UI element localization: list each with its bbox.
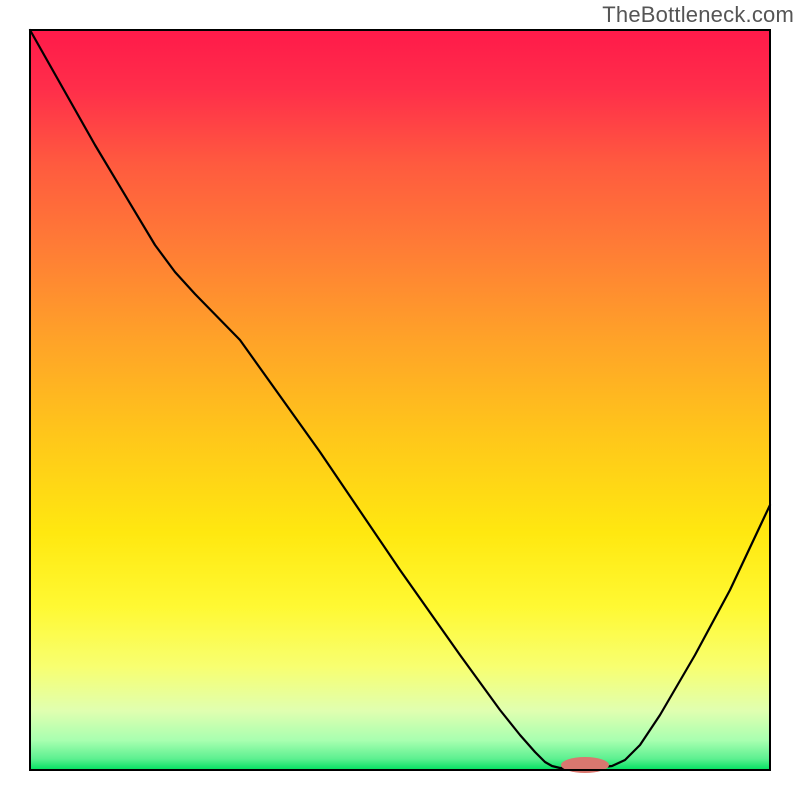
bottleneck-line-chart bbox=[0, 0, 800, 800]
plot-background bbox=[30, 30, 770, 770]
chart-container: { "watermark": { "text": "TheBottleneck.… bbox=[0, 0, 800, 800]
